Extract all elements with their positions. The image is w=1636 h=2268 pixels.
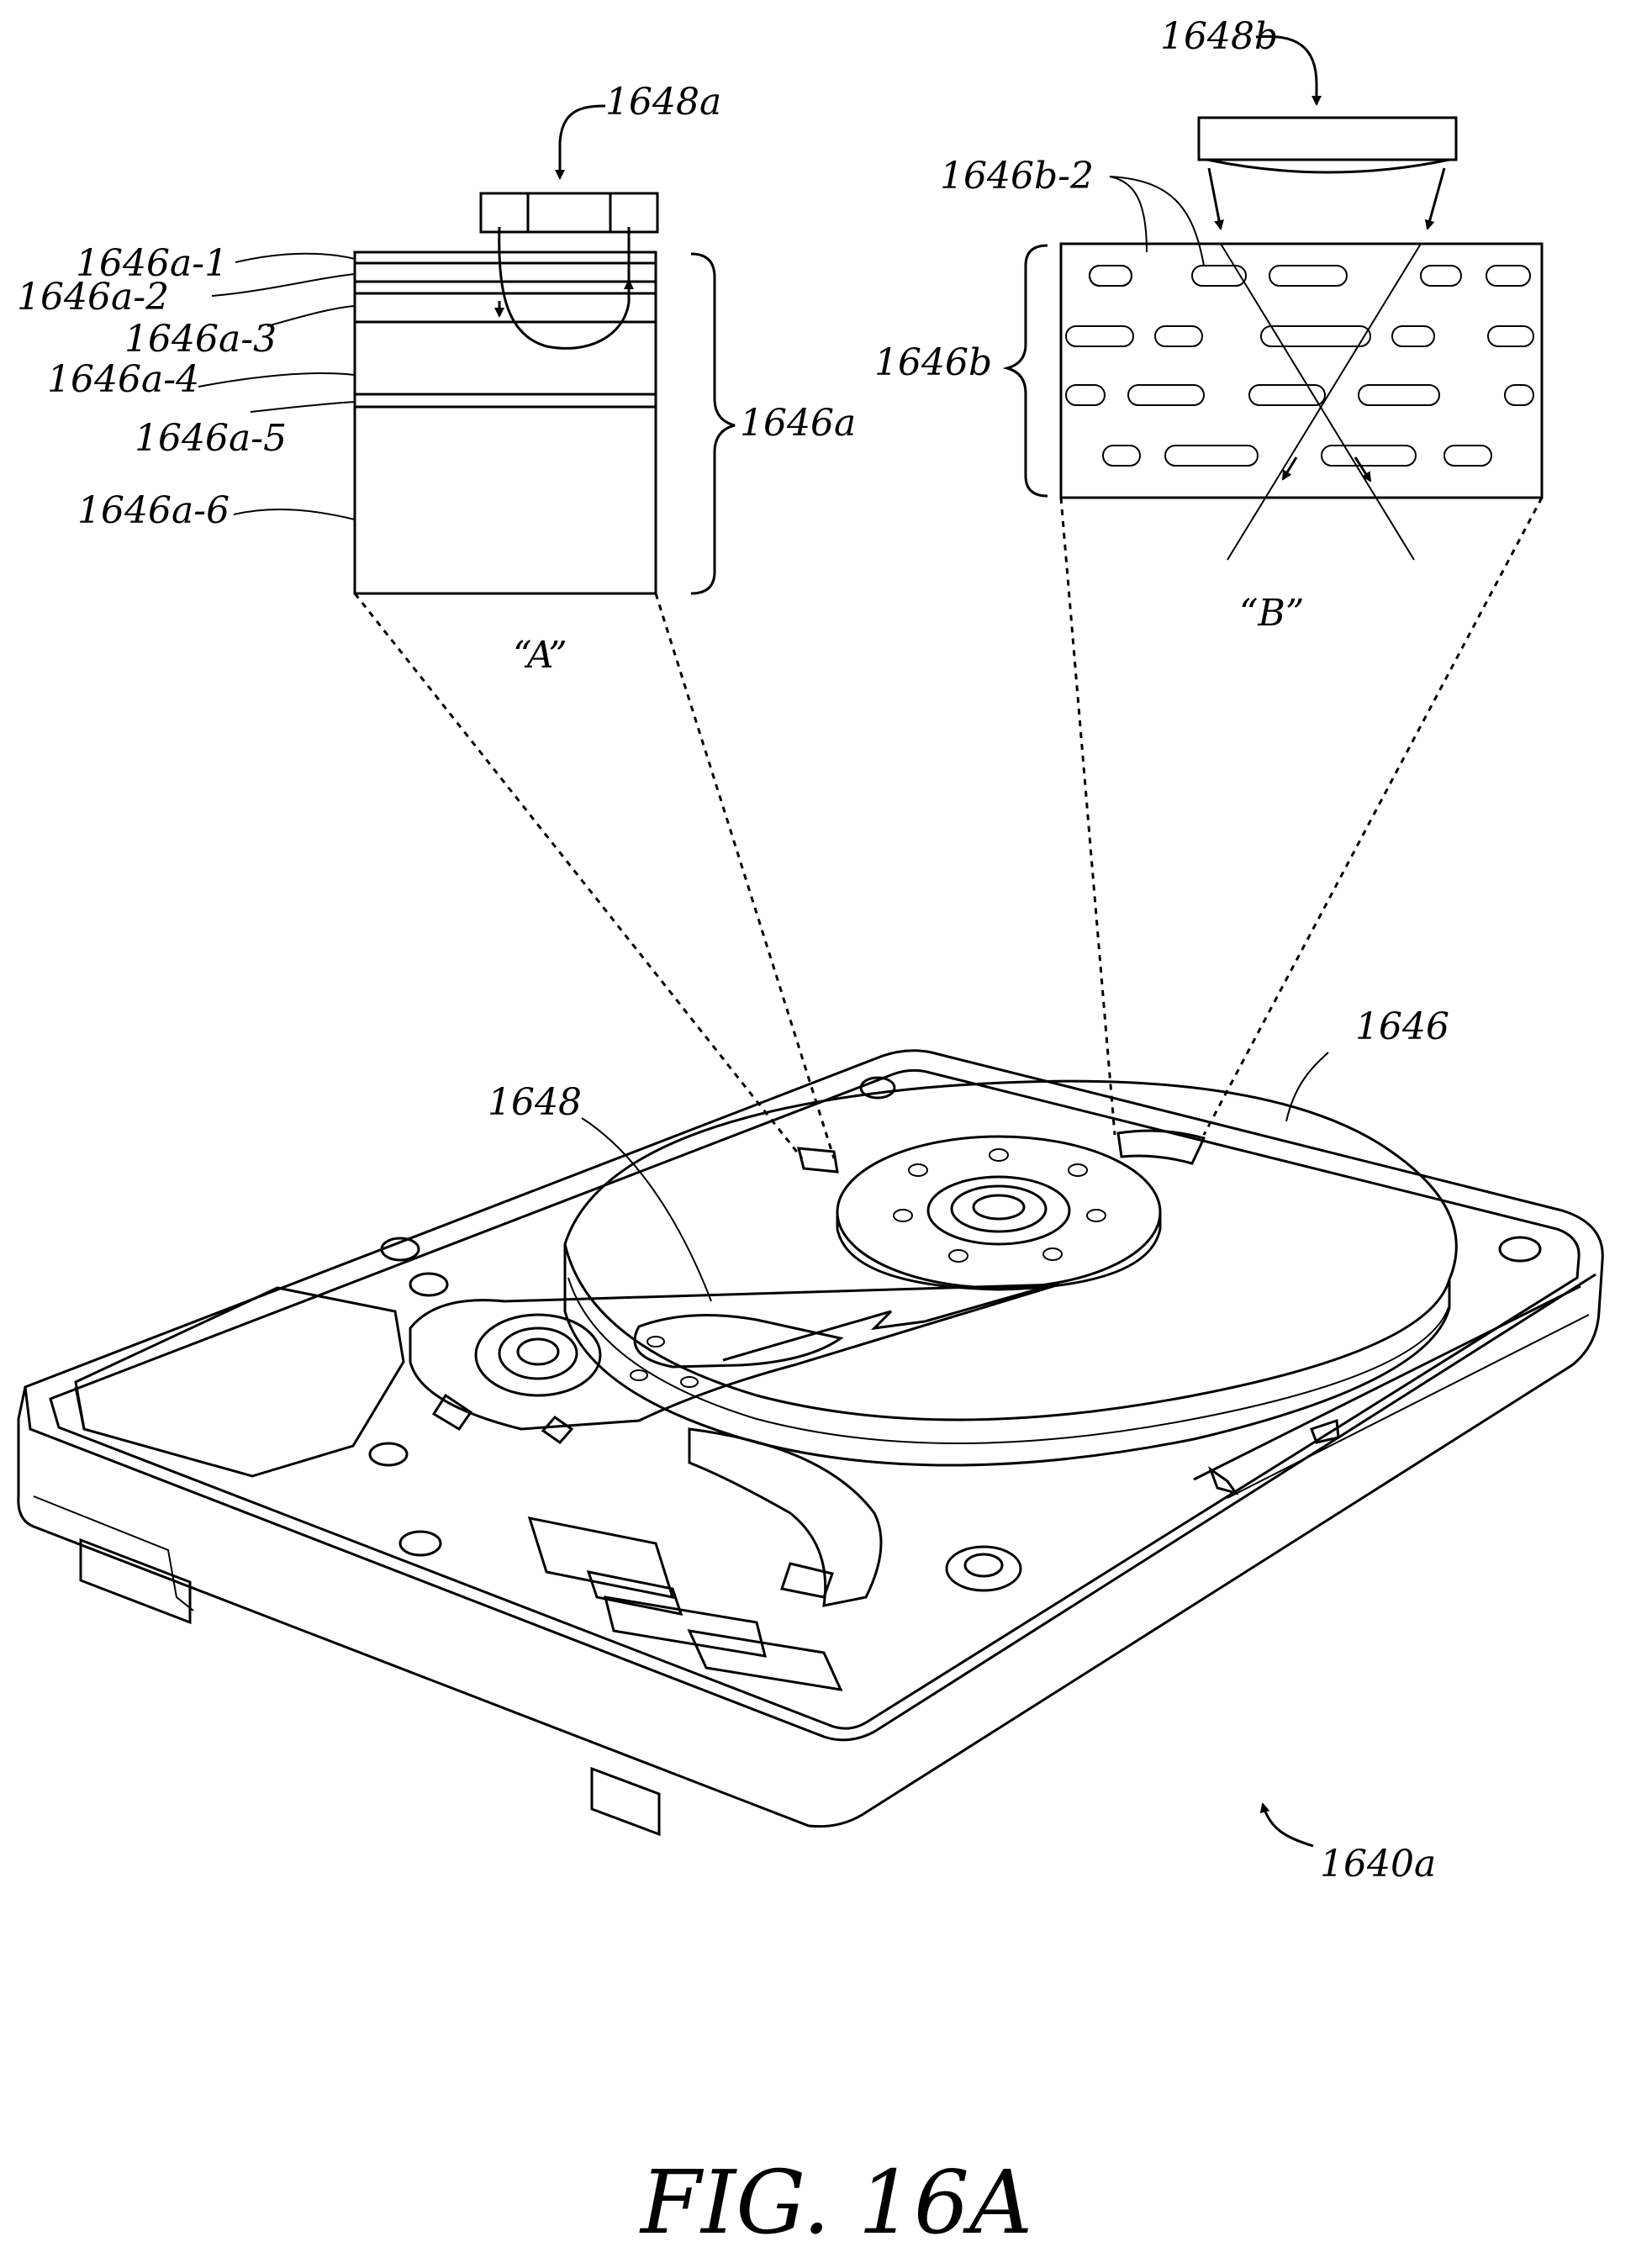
label-1648a: 1648a [605, 81, 721, 124]
detail-a [198, 106, 834, 1158]
labels: 1648a 1646a-1 1646a-2 1646a-3 1646a-4 16… [17, 15, 1449, 2254]
label-1648b: 1648b [1160, 15, 1278, 58]
field-loop-a [499, 227, 629, 348]
label-1646a: 1646a [740, 402, 856, 445]
label-1646a-3: 1646a-3 [124, 318, 277, 361]
figure-caption: FIG. 16A [639, 2151, 1032, 2254]
tag-a: “A” [513, 634, 567, 677]
disk-platter-1646 [565, 1081, 1456, 1465]
head-1648b [1199, 118, 1456, 160]
base-details [76, 1078, 1589, 1690]
detail-b [1007, 36, 1542, 1135]
magnetic-grains [1066, 266, 1533, 466]
label-1646: 1646 [1355, 1005, 1449, 1048]
label-1646a-5: 1646a-5 [135, 417, 287, 460]
head-1648a [481, 193, 657, 232]
hard-drive-1640a [18, 1051, 1602, 1834]
granular-media-1646b [1061, 244, 1542, 498]
label-1646a-6: 1646a-6 [77, 489, 230, 532]
drive-chassis [18, 1051, 1602, 1827]
pivot-bearing [476, 1315, 600, 1395]
label-1646b-2: 1646b-2 [940, 155, 1094, 198]
tag-b: “B” [1239, 592, 1304, 635]
patch-b [1118, 1131, 1204, 1163]
label-1646b: 1646b [874, 341, 992, 384]
label-1646a-2: 1646a-2 [17, 276, 169, 319]
label-1648: 1648 [488, 1081, 582, 1124]
label-1646a-4: 1646a-4 [47, 358, 199, 401]
label-1640a: 1640a [1320, 1843, 1436, 1886]
patch-a [799, 1148, 837, 1172]
